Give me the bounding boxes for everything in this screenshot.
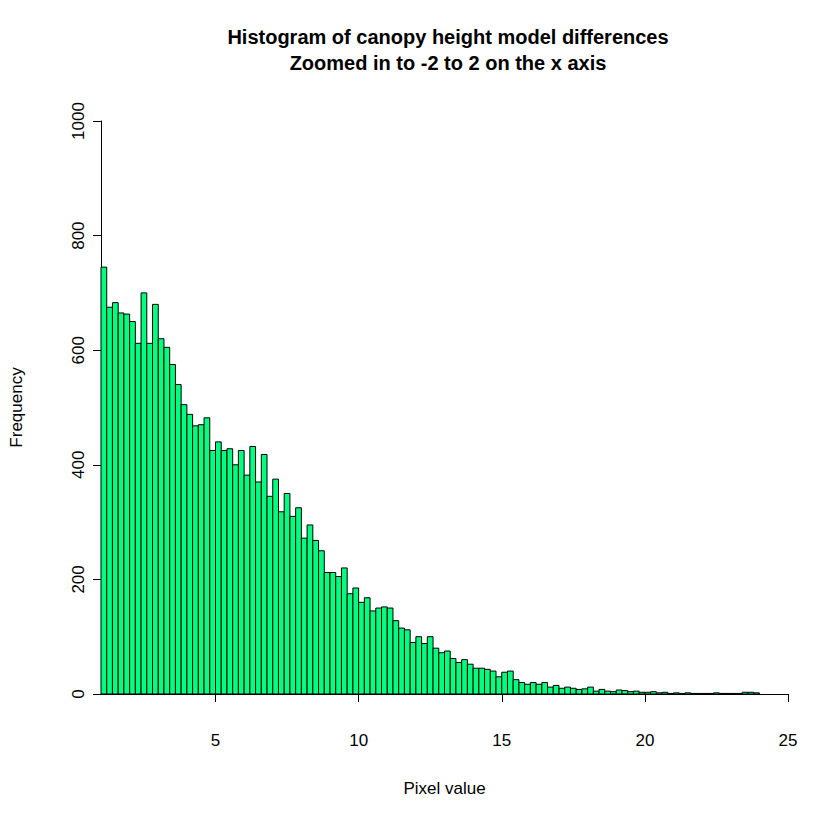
- svg-text:15: 15: [492, 731, 511, 750]
- svg-text:0: 0: [69, 689, 88, 698]
- svg-text:1000: 1000: [69, 102, 88, 140]
- svg-text:20: 20: [635, 731, 654, 750]
- svg-text:5: 5: [211, 731, 220, 750]
- svg-text:800: 800: [69, 221, 88, 249]
- svg-text:400: 400: [69, 451, 88, 479]
- svg-text:10: 10: [349, 731, 368, 750]
- svg-text:Zoomed in to -2 to 2 on the x: Zoomed in to -2 to 2 on the x axis: [290, 52, 607, 74]
- svg-text:200: 200: [69, 565, 88, 593]
- svg-text:Frequency: Frequency: [7, 367, 26, 448]
- svg-text:25: 25: [779, 731, 798, 750]
- svg-text:Histogram of canopy height mod: Histogram of canopy height model differe…: [227, 26, 668, 48]
- svg-text:600: 600: [69, 336, 88, 364]
- svg-text:Pixel value: Pixel value: [403, 779, 485, 798]
